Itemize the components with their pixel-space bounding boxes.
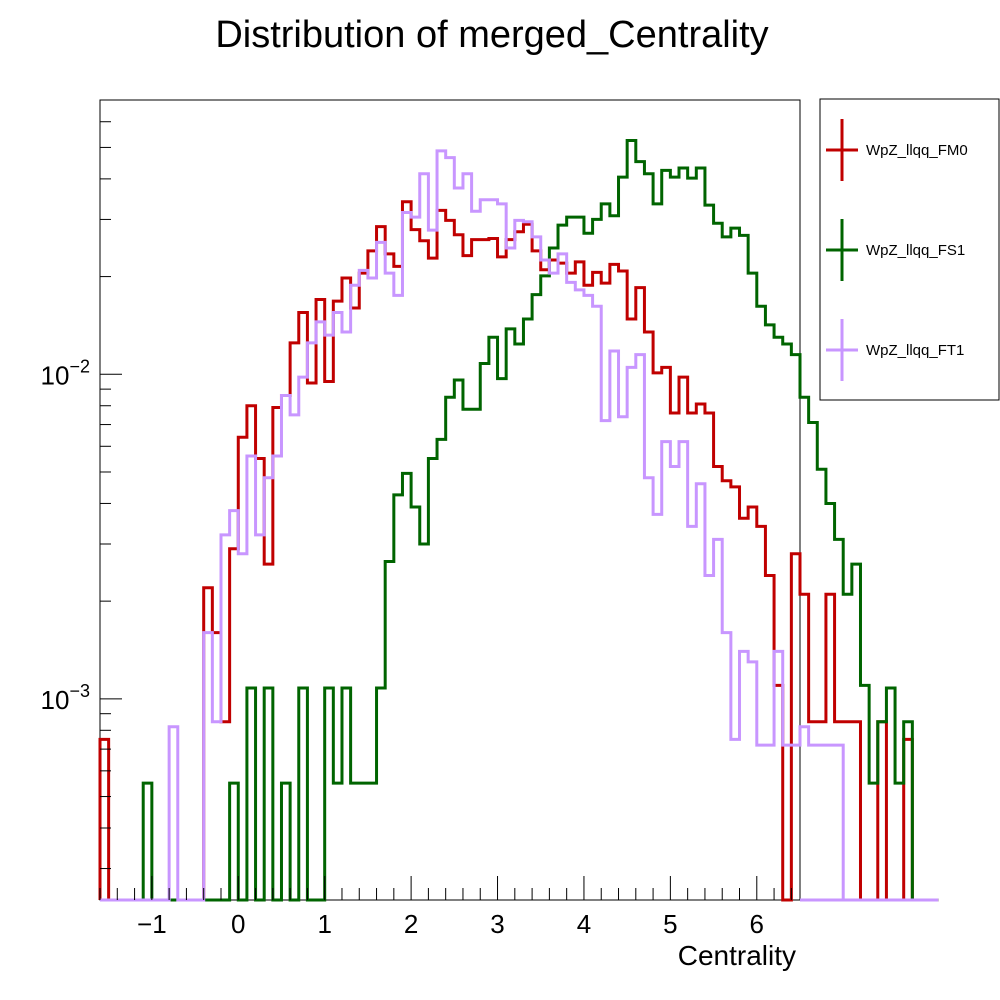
legend-label: WpZ_llqq_FM0 — [866, 142, 968, 159]
x-tick-label: 1 — [317, 909, 331, 939]
series-layer — [98, 139, 939, 902]
x-tick-label: 3 — [490, 909, 504, 939]
y-tick-label: 10−2 — [41, 356, 90, 390]
plot-frame — [99, 99, 801, 901]
chart-title: Distribution of merged_Centrality — [215, 14, 768, 56]
x-axis-title: Centrality — [678, 940, 796, 971]
legend: WpZ_llqq_FM0 WpZ_llqq_FS1 WpZ_llqq_FT1 — [819, 98, 1000, 401]
y-tick-label: 10−3 — [41, 681, 90, 715]
legend-label: WpZ_llqq_FS1 — [866, 242, 965, 259]
x-tick-label: −1 — [137, 909, 167, 939]
legend-entry-3: WpZ_llqq_FT1 — [826, 319, 964, 381]
x-tick-label: 2 — [404, 909, 418, 939]
legend-label: WpZ_llqq_FT1 — [866, 342, 964, 359]
x-tick-label: 4 — [577, 909, 591, 939]
legend-entry-2: WpZ_llqq_FS1 — [826, 219, 965, 281]
axis-layer: −1 0 1 2 3 4 5 6 10−2 10−3 — [41, 99, 792, 939]
x-tick-label: 6 — [750, 909, 764, 939]
series-line-1 — [98, 200, 939, 902]
x-tick-label: 0 — [231, 909, 245, 939]
legend-entry-1: WpZ_llqq_FM0 — [826, 119, 968, 181]
x-tick-label: 5 — [663, 909, 677, 939]
series-line-3 — [100, 149, 939, 902]
